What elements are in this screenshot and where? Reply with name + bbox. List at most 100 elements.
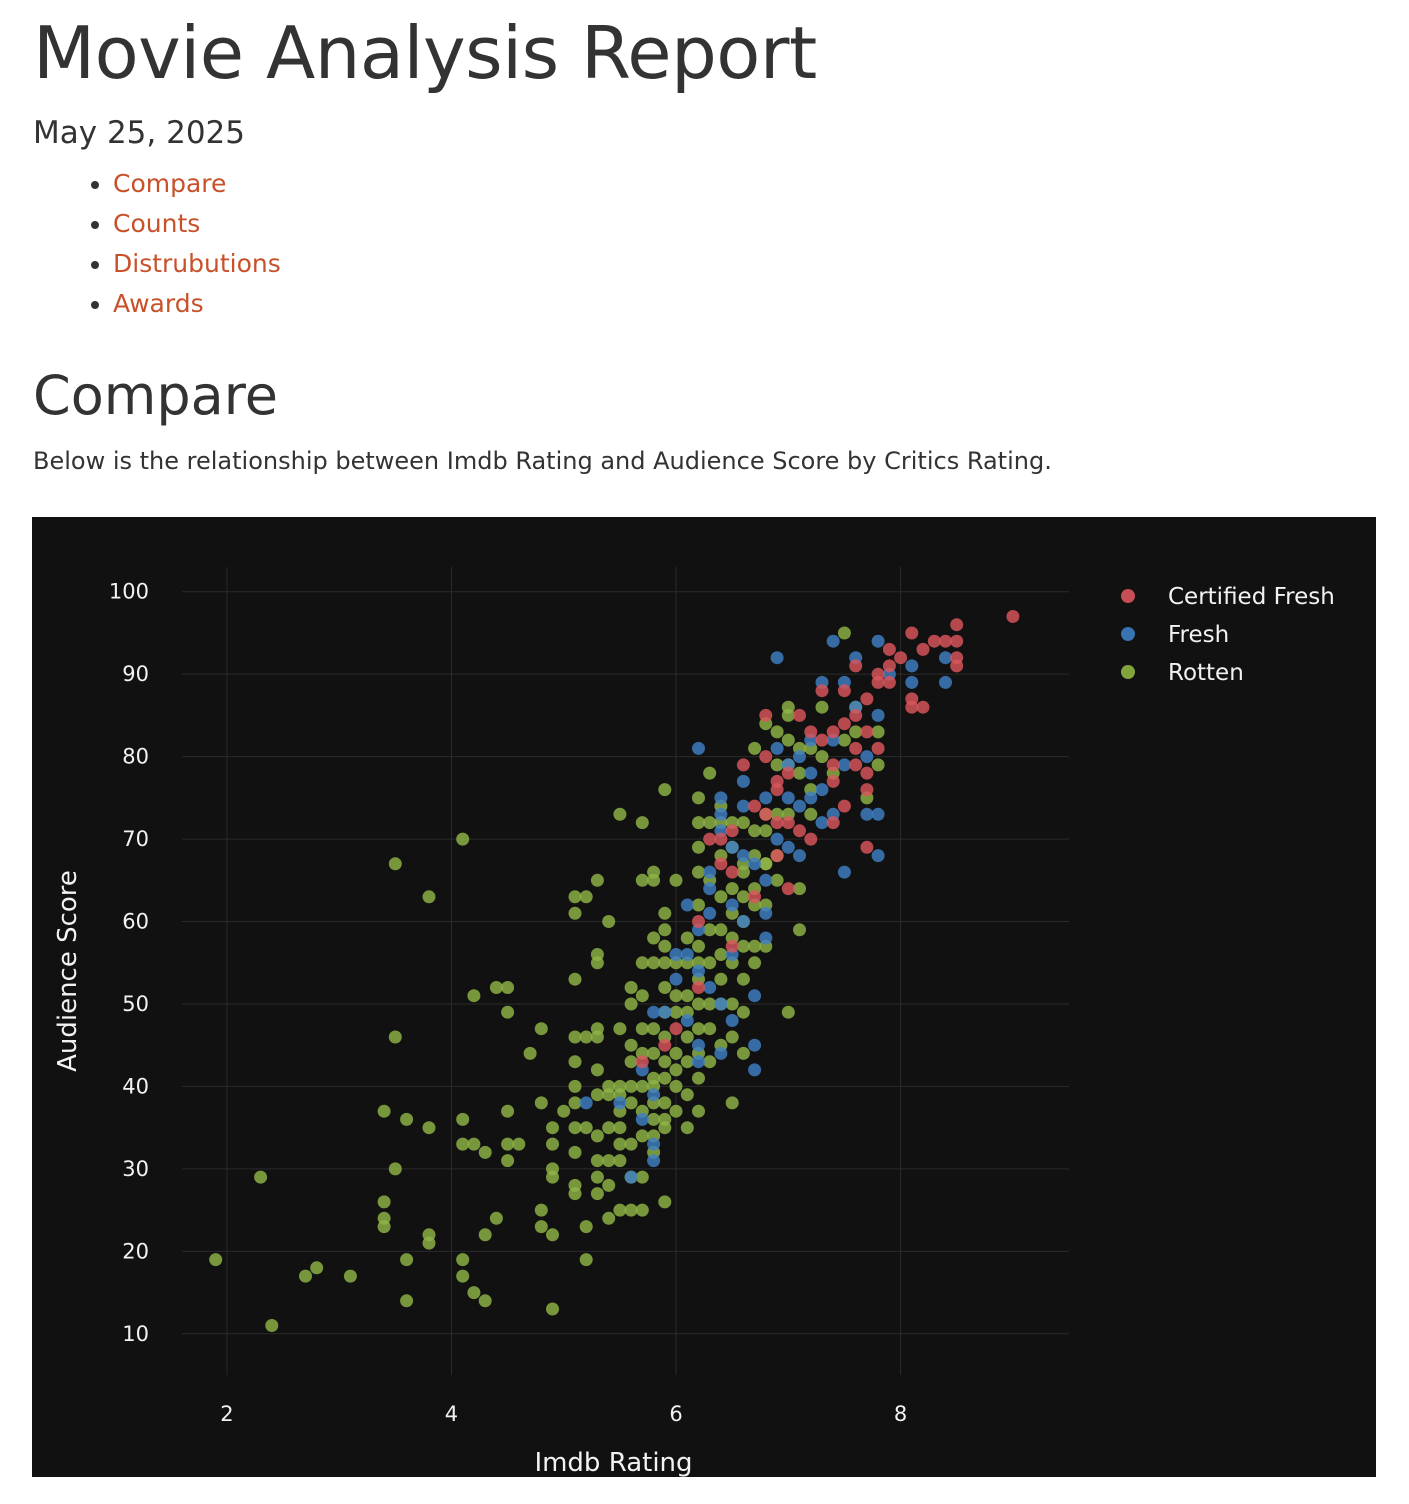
data-point[interactable] <box>871 741 885 755</box>
data-point[interactable] <box>714 923 728 937</box>
data-point[interactable] <box>703 766 717 780</box>
data-point[interactable] <box>725 1096 739 1110</box>
data-point[interactable] <box>804 807 818 821</box>
data-point[interactable] <box>871 708 885 722</box>
data-point[interactable] <box>422 890 436 904</box>
data-point[interactable] <box>714 890 728 904</box>
data-point[interactable] <box>793 849 806 863</box>
data-point[interactable] <box>377 1195 391 1209</box>
data-point[interactable] <box>669 1046 683 1060</box>
data-point[interactable] <box>534 1022 548 1036</box>
data-point[interactable] <box>658 939 672 953</box>
data-point[interactable] <box>770 758 784 772</box>
data-point[interactable] <box>860 840 874 854</box>
data-point[interactable] <box>680 898 694 912</box>
data-point[interactable] <box>703 906 717 920</box>
data-point[interactable] <box>613 1121 627 1135</box>
scatter-chart[interactable]: 10 20 30 40 50 60 70 80 90 100 2 4 6 8 Imdb Rating Au… <box>32 517 1376 1477</box>
data-point[interactable] <box>489 1211 503 1225</box>
data-point[interactable] <box>658 906 672 920</box>
data-point[interactable] <box>512 1137 526 1151</box>
data-point[interactable] <box>658 956 672 970</box>
data-point[interactable] <box>804 725 818 739</box>
data-point[interactable] <box>692 1104 705 1118</box>
data-point[interactable] <box>669 1104 683 1118</box>
data-point[interactable] <box>837 717 851 731</box>
data-point[interactable] <box>871 725 885 739</box>
data-point[interactable] <box>793 750 806 764</box>
data-point[interactable] <box>669 1005 683 1019</box>
data-point[interactable] <box>680 1014 694 1027</box>
data-point[interactable] <box>714 857 728 871</box>
data-point[interactable] <box>871 634 885 648</box>
data-point[interactable] <box>736 1046 750 1060</box>
data-point[interactable] <box>568 1055 582 1069</box>
toc-link-awards[interactable]: Awards <box>113 289 204 318</box>
data-point[interactable] <box>635 1129 649 1143</box>
data-point[interactable] <box>950 659 964 673</box>
data-point[interactable] <box>613 1022 627 1036</box>
data-point[interactable] <box>590 873 604 887</box>
data-point[interactable] <box>568 1187 582 1201</box>
data-point[interactable] <box>658 923 672 937</box>
data-point[interactable] <box>546 1302 559 1316</box>
data-point[interactable] <box>467 989 481 1003</box>
data-point[interactable] <box>299 1269 312 1283</box>
data-point[interactable] <box>837 684 851 698</box>
data-point[interactable] <box>692 1055 705 1069</box>
data-point[interactable] <box>669 948 683 961</box>
data-point[interactable] <box>736 939 750 953</box>
data-point[interactable] <box>635 873 649 887</box>
data-point[interactable] <box>714 791 728 805</box>
data-point[interactable] <box>1006 610 1020 623</box>
data-point[interactable] <box>860 766 874 780</box>
data-point[interactable] <box>781 708 795 722</box>
data-point[interactable] <box>871 675 885 689</box>
data-point[interactable] <box>568 1079 582 1093</box>
data-point[interactable] <box>501 1104 515 1118</box>
data-point[interactable] <box>265 1319 279 1332</box>
data-point[interactable] <box>837 799 851 813</box>
data-point[interactable] <box>613 1154 627 1168</box>
data-point[interactable] <box>871 758 885 772</box>
data-point[interactable] <box>837 758 851 772</box>
data-point[interactable] <box>692 964 705 978</box>
legend-label[interactable]: Rotten <box>1168 660 1244 686</box>
data-point[interactable] <box>568 906 582 920</box>
data-point[interactable] <box>647 1005 661 1019</box>
data-point[interactable] <box>658 1055 672 1069</box>
data-point[interactable] <box>692 981 705 994</box>
data-point[interactable] <box>759 873 773 887</box>
data-point[interactable] <box>692 997 705 1011</box>
data-point[interactable] <box>602 915 616 928</box>
data-point[interactable] <box>658 1071 672 1085</box>
data-point[interactable] <box>692 791 705 805</box>
data-point[interactable] <box>254 1170 268 1184</box>
data-point[interactable] <box>815 750 829 764</box>
data-point[interactable] <box>658 1195 672 1209</box>
data-point[interactable] <box>725 1030 739 1044</box>
data-point[interactable] <box>748 939 762 953</box>
data-point[interactable] <box>793 708 806 722</box>
data-point[interactable] <box>714 972 728 986</box>
data-point[interactable] <box>748 1063 762 1077</box>
data-point[interactable] <box>590 956 604 970</box>
data-point[interactable] <box>725 997 739 1011</box>
data-point[interactable] <box>793 799 806 813</box>
data-point[interactable] <box>602 1211 616 1225</box>
data-point[interactable] <box>815 684 829 698</box>
data-point[interactable] <box>703 981 717 994</box>
data-point[interactable] <box>860 783 874 797</box>
data-point[interactable] <box>400 1253 414 1267</box>
data-point[interactable] <box>602 1088 616 1102</box>
data-point[interactable] <box>714 948 728 961</box>
data-point[interactable] <box>624 981 638 994</box>
data-point[interactable] <box>781 1005 795 1019</box>
data-point[interactable] <box>467 1286 481 1300</box>
data-point[interactable] <box>635 1203 649 1217</box>
data-point[interactable] <box>725 840 739 854</box>
data-point[interactable] <box>613 1203 627 1217</box>
data-point[interactable] <box>568 972 582 986</box>
data-point[interactable] <box>759 750 773 764</box>
data-point[interactable] <box>939 651 952 665</box>
